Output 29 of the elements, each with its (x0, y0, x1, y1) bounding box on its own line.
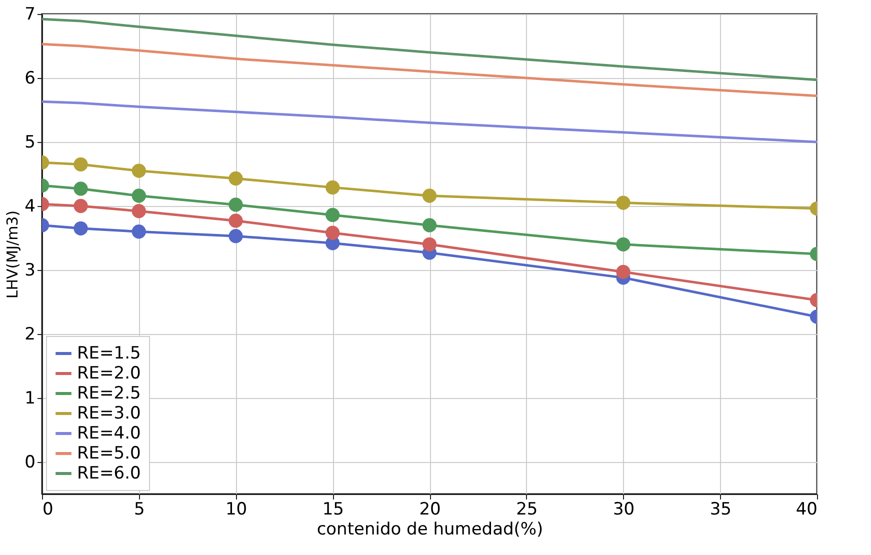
y-axis-title: LHV(MJ/m3) (4, 210, 22, 299)
legend-label: RE=1.5 (77, 344, 141, 364)
y-tick-label: 0 (24, 452, 36, 472)
line-series (42, 100, 817, 144)
x-tick-label: 25 (516, 500, 538, 520)
legend-label: RE=5.0 (77, 444, 141, 464)
y-tick-label: 2 (24, 324, 36, 344)
line-series (42, 18, 817, 82)
x-axis-title: contenido de humedad(%) (316, 520, 544, 540)
y-tick-label: 4 (24, 196, 36, 216)
y-tick-label: 3 (24, 260, 36, 280)
y-tick-label: 5 (24, 132, 36, 152)
legend-label: RE=4.0 (77, 424, 141, 444)
x-tick-label: 10 (225, 500, 248, 520)
y-tick-label: 7 (24, 4, 36, 24)
legend-label: RE=3.0 (77, 404, 141, 424)
legend-label: RE=2.0 (77, 364, 141, 384)
x-tick-label: 20 (419, 500, 441, 520)
x-tick-label: 40 (796, 500, 818, 520)
legend-label: RE=2.5 (77, 384, 141, 404)
line-series (42, 42, 817, 98)
legend-label: RE=6.0 (77, 464, 141, 484)
x-tick-label: 0 (42, 500, 54, 520)
x-tick-label: 5 (134, 500, 145, 520)
x-tick-label: 35 (710, 500, 732, 520)
y-tick-label: 1 (24, 388, 36, 408)
y-tick-label: 6 (24, 68, 36, 88)
x-tick-label: 30 (612, 500, 635, 520)
x-tick-label: 15 (322, 500, 344, 520)
